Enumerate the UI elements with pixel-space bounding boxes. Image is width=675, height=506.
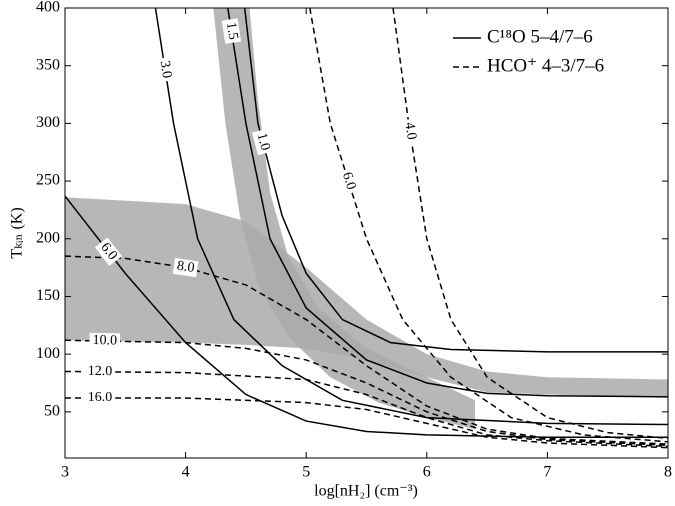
contour-label-bg	[221, 18, 242, 44]
plot-frame	[64, 7, 669, 459]
y-tick-label: 100	[36, 345, 60, 362]
contour-label: 3.0	[157, 60, 175, 80]
contour-line	[243, 8, 668, 353]
contour-label-bg	[84, 363, 116, 380]
contour-label-group: 12.0	[84, 363, 116, 380]
contour-line	[65, 397, 668, 449]
contour-label: 16.0	[88, 390, 113, 405]
contour-label-group: 1.0	[252, 128, 274, 156]
legend-label: HCO⁺ 4–3/7–6	[487, 55, 604, 76]
contour-label-bg	[155, 56, 175, 83]
contour-label-group: 3.0	[155, 56, 175, 83]
contour-label-group: 6.0	[337, 167, 360, 195]
y-tick-label: 350	[36, 56, 60, 73]
x-axis-label: log[nH₂] (cm⁻³)	[314, 483, 418, 500]
y-tick-label: 250	[36, 172, 60, 189]
contour-label-group: 10.0	[89, 332, 121, 350]
y-tick-label: 150	[36, 287, 60, 304]
contour-label-bg	[400, 118, 420, 144]
contour-label-group: 8.0	[172, 257, 199, 278]
contour-label: 1.0	[254, 131, 273, 152]
contour-label: 1.5	[223, 21, 241, 41]
y-axis-label: Tₖᵢₙ (K)	[9, 207, 26, 258]
x-tick-label: 8	[664, 464, 672, 481]
contour-label-bg	[84, 390, 116, 406]
contour-label: 10.0	[92, 333, 117, 348]
y-tick-label: 400	[36, 0, 60, 16]
contour-label-bg	[252, 128, 274, 156]
x-tick-label: 3	[61, 464, 69, 481]
contour-label: 12.0	[88, 364, 113, 379]
contour-label: 6.0	[339, 170, 359, 191]
contour-line	[309, 8, 668, 443]
contour-label-group: 6.0	[94, 237, 122, 266]
contour-label-bg	[89, 332, 121, 350]
contour-label-bg	[337, 167, 360, 195]
contour-line	[154, 8, 668, 426]
band	[65, 197, 668, 397]
contour-label-group: 16.0	[84, 390, 116, 406]
contour-label-group: 4.0	[400, 118, 420, 144]
contour-label-group: 1.5	[221, 18, 242, 44]
x-tick-label: 6	[423, 464, 431, 481]
contour-line	[227, 8, 668, 398]
contour-label-bg	[172, 257, 199, 278]
contour-label-bg	[94, 237, 122, 266]
contour-label: 8.0	[176, 259, 196, 276]
contour-line	[65, 339, 668, 447]
contour-label: 4.0	[401, 121, 419, 141]
x-tick-label: 7	[543, 464, 551, 481]
contour-line	[65, 255, 668, 445]
contour-line	[65, 370, 668, 448]
y-tick-label: 300	[36, 114, 60, 131]
legend-label: C¹⁸O 5–4/7–6	[487, 26, 593, 47]
y-tick-label: 50	[44, 403, 60, 420]
x-tick-label: 5	[302, 464, 310, 481]
x-tick-label: 4	[182, 464, 190, 481]
y-tick-label: 200	[36, 229, 60, 246]
